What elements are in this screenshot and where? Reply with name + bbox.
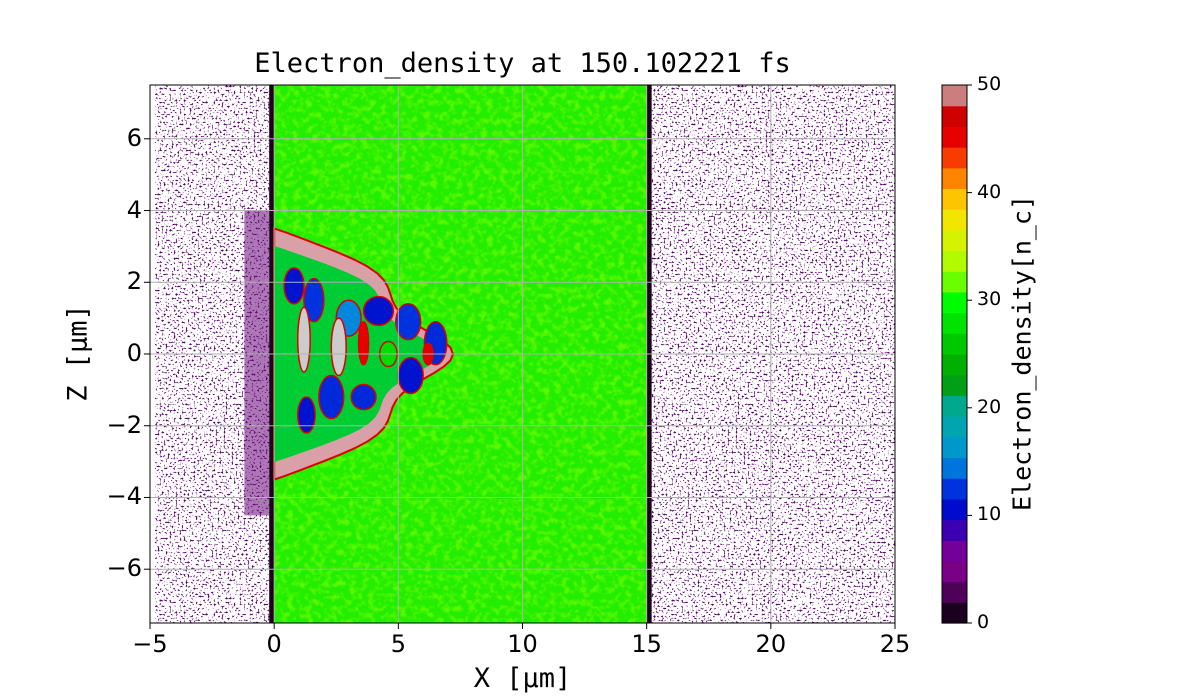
x-tick-label: 25 — [879, 630, 911, 658]
x-tick-label: 20 — [755, 630, 787, 658]
grid-lines — [150, 85, 895, 623]
cavity-density-blob — [297, 396, 316, 434]
colorbar-band — [942, 126, 967, 148]
colorbar-band — [942, 498, 967, 521]
x-tick-label: 15 — [631, 630, 662, 658]
colorbar-band — [942, 374, 967, 396]
colorbar-tick-label: 30 — [977, 288, 1002, 311]
colorbar-band — [942, 602, 967, 624]
colorbar-band — [942, 147, 967, 169]
x-tick-label: 5 — [390, 630, 406, 658]
colorbar-band — [942, 250, 967, 272]
cavity-density-blob — [303, 277, 325, 323]
colorbar-band — [942, 416, 967, 438]
cavity-density-blob — [395, 303, 422, 341]
cavity-density-blob — [350, 383, 377, 411]
colorbar-band — [942, 271, 967, 293]
colorbar-band — [942, 560, 967, 583]
colorbar — [942, 85, 967, 624]
colorbar-band — [942, 436, 967, 459]
x-axis-ticks — [149, 623, 896, 629]
colorbar-band — [942, 354, 967, 376]
colorbar-band — [942, 519, 967, 541]
cavity-density-blob — [362, 295, 395, 327]
x-tick-label: −5 — [132, 630, 168, 658]
front-purple-region — [244, 210, 270, 516]
colorbar-frame — [941, 84, 968, 624]
colorbar-tick-label: 10 — [977, 503, 1002, 526]
y-tick-label: −2 — [106, 410, 142, 439]
cavity-density-blob — [283, 267, 305, 305]
x-axis-label: X [μm] — [473, 663, 572, 694]
plot-area — [150, 85, 895, 623]
colorbar-band — [942, 229, 967, 252]
colorbar-band — [942, 312, 967, 334]
y-tick-label: 0 — [126, 339, 142, 367]
y-tick-label: −6 — [106, 554, 142, 583]
colorbar-band — [942, 291, 967, 314]
colorbar-band — [942, 105, 967, 127]
colorbar-band — [942, 478, 967, 500]
colorbar-band — [942, 457, 967, 479]
colorbar-tick-label: 20 — [977, 395, 1002, 418]
colorbar-band — [942, 209, 967, 231]
x-tick-label: 0 — [266, 630, 282, 658]
colorbar-band — [942, 333, 967, 355]
colorbar-tick-label: 0 — [977, 611, 990, 633]
x-tick-label: 10 — [507, 630, 538, 658]
colorbar-band — [942, 395, 967, 417]
cavity-density-blob — [297, 306, 311, 373]
cavity-density-blob — [330, 317, 347, 377]
y-tick-label: 6 — [126, 123, 142, 152]
colorbar-band — [942, 540, 967, 562]
y-tick-label: 2 — [126, 267, 142, 296]
cavity-density-blob — [318, 374, 345, 420]
colorbar-band — [942, 85, 967, 107]
colorbar-ticks — [967, 84, 972, 624]
colorbar-tick-label: 50 — [977, 73, 1002, 95]
chart-title: Electron_density at 150.102221 fs — [254, 48, 791, 79]
y-tick-label: −4 — [106, 482, 142, 511]
y-axis-ticks — [144, 138, 150, 570]
colorbar-tick-label: 40 — [977, 180, 1002, 203]
colorbar-band — [942, 188, 967, 210]
cavity-density-blob — [397, 356, 424, 395]
colorbar-label: Electron_density[n_c] — [1007, 194, 1037, 512]
y-tick-label: 4 — [126, 195, 142, 224]
colorbar-band — [942, 167, 967, 190]
colorbar-band — [942, 581, 967, 603]
cavity-density-blob — [357, 320, 370, 366]
